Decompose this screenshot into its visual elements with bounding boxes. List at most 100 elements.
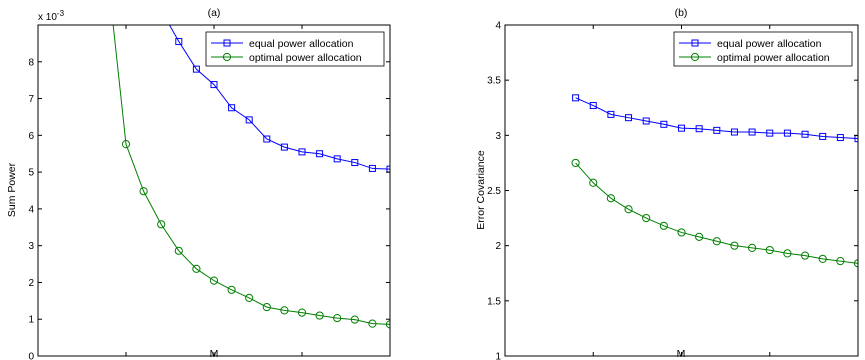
chart-b-point-optimal <box>677 228 686 237</box>
chart-b-legend-marker-optimal <box>690 52 700 62</box>
chart-a-point-optimal <box>209 276 219 285</box>
chart-b-point-optimal <box>624 205 633 214</box>
chart-b-ytick-label: 2 <box>495 241 501 252</box>
chart-a-ytick-label: 0 <box>28 352 34 360</box>
chart-b-point-optimal <box>695 232 704 241</box>
chart-a: (a) x 10-3 Sum Power M 05101520012345678… <box>6 7 396 360</box>
chart-b-point-equal <box>607 110 615 118</box>
chart-b-point-equal <box>572 94 580 102</box>
chart-a-series-line-equal <box>168 25 390 170</box>
chart-b-ytick-label: 1 <box>495 352 501 360</box>
chart-a-point-equal <box>386 165 390 173</box>
chart-b-point-optimal <box>589 178 598 187</box>
chart-b-point-optimal <box>642 213 651 223</box>
chart-a-ytick-label: 3 <box>28 241 34 252</box>
chart-b-legend-text-equal: equal power allocation <box>717 38 822 50</box>
chart-b-point-optimal <box>783 249 792 258</box>
chart-a-point-equal <box>175 38 183 46</box>
chart-b-point-optimal <box>748 243 757 252</box>
chart-a-point-optimal <box>192 264 201 273</box>
chart-a-point-optimal <box>174 246 183 255</box>
chart-b-point-optimal <box>606 194 616 203</box>
chart-b-point-optimal <box>800 251 810 260</box>
chart-b-point-equal <box>748 128 756 136</box>
chart-a-ytick-label: 6 <box>28 131 34 142</box>
chart-b-legend-text-optimal: optimal power allocation <box>717 52 830 64</box>
chart-b-point-equal <box>854 135 858 143</box>
chart-a-legend-marker-equal <box>223 39 231 47</box>
chart-b-ytick-label: 3.5 <box>487 76 501 87</box>
chart-a-legend: equal power allocation optimal power all… <box>205 31 385 67</box>
chart-b-legend: equal power allocation optimal power all… <box>673 31 853 67</box>
chart-b-series-line-equal <box>575 97 858 140</box>
chart-b-point-equal <box>695 125 703 133</box>
chart-b-point-optimal <box>571 158 580 168</box>
chart-a-exponent: x 10-3 <box>38 9 65 23</box>
chart-a-point-optimal <box>227 285 236 294</box>
chart-b-axes-box <box>504 24 859 357</box>
chart-b-point-equal <box>678 124 685 132</box>
chart-a-point-optimal <box>262 302 271 312</box>
chart-b-point-equal <box>836 134 844 142</box>
chart-a-point-equal <box>192 65 200 73</box>
chart-a-ytick-label: 5 <box>28 168 34 179</box>
chart-a-point-equal <box>245 116 253 124</box>
chart-b-point-equal <box>713 126 721 134</box>
chart-b-ytick-label: 4 <box>495 21 501 32</box>
chart-a-point-optimal <box>157 220 166 229</box>
chart-b-point-equal <box>660 120 668 128</box>
chart-a-legend-marker-optimal <box>222 52 232 62</box>
chart-b-ticks: 0510152011.522.533.54 <box>487 21 864 360</box>
chart-a-point-optimal <box>139 187 148 196</box>
chart-b-series-group <box>571 94 858 268</box>
chart-a-point-optimal <box>245 293 254 302</box>
chart-b-point-optimal <box>853 259 858 268</box>
chart-a-point-optimal <box>315 311 324 320</box>
chart-a-point-optimal <box>280 306 289 315</box>
chart-b-point-equal <box>801 130 809 138</box>
chart-a-point-optimal <box>350 315 359 324</box>
chart-a-legend-box <box>205 31 385 67</box>
chart-b-plot-area <box>571 94 858 268</box>
chart-a-point-equal <box>298 148 306 156</box>
chart-a-point-equal <box>280 143 288 151</box>
chart-a-point-equal <box>228 104 236 112</box>
chart-a-ticks: 05101520012345678 <box>28 25 396 360</box>
chart-b-point-equal <box>642 117 650 125</box>
chart-b-point-equal <box>819 132 827 140</box>
chart-b-ylabel: Error Covariance <box>475 150 487 230</box>
chart-b-ytick-label: 2.5 <box>487 186 501 197</box>
chart-a-ytick-label: 2 <box>28 278 34 289</box>
chart-b-point-optimal <box>730 241 739 250</box>
chart-a-ytick-label: 4 <box>28 204 34 215</box>
chart-b-point-equal <box>625 114 633 122</box>
chart-a-ylabel: Sum Power <box>6 162 18 217</box>
chart-a-ytick-label: 1 <box>28 315 34 326</box>
chart-b-legend-box <box>673 31 853 67</box>
chart-b-point-optimal <box>818 254 827 264</box>
chart-b-title: (b) <box>675 7 688 19</box>
chart-a-legend-text-optimal: optimal power allocation <box>249 52 362 64</box>
chart-b-point-optimal <box>712 237 721 246</box>
chart-a-point-equal <box>333 155 341 163</box>
chart-a-point-equal <box>316 150 324 158</box>
chart-a-point-optimal <box>297 308 307 317</box>
chart-a-axes-box <box>37 24 391 357</box>
chart-b-ytick-label: 3 <box>495 131 501 142</box>
chart-b-point-equal <box>589 102 597 110</box>
chart-b-point-optimal <box>659 221 668 230</box>
chart-a-ytick-label: 7 <box>28 94 34 105</box>
chart-a-ytick-label: 8 <box>28 57 34 68</box>
chart-b-legend-marker-equal <box>691 39 699 47</box>
chart-a-point-equal <box>263 135 271 143</box>
chart-a-point-optimal <box>121 140 131 149</box>
chart-a-series-line-optimal <box>112 25 390 325</box>
chart-b-ytick-label: 1.5 <box>487 296 501 307</box>
chart-a-point-equal <box>368 164 376 172</box>
chart-b-point-optimal <box>765 245 774 255</box>
chart-b: (b) Error Covariance M 0510152011.522.53… <box>475 7 864 360</box>
chart-b-point-equal <box>730 128 738 136</box>
chart-a-legend-text-equal: equal power allocation <box>249 38 354 50</box>
chart-b-series-line-optimal <box>575 162 858 264</box>
